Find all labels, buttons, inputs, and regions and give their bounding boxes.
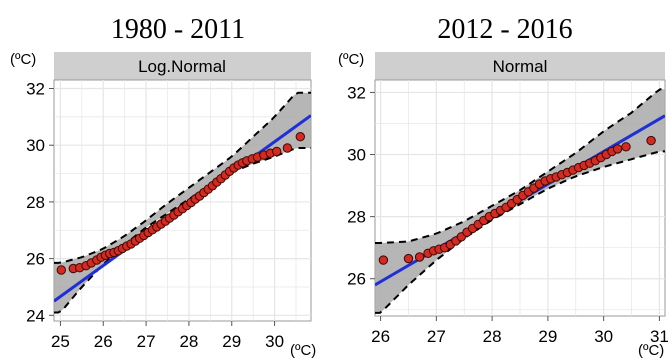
data-point bbox=[612, 144, 623, 154]
y-tick-label: 26 bbox=[26, 250, 45, 269]
x-tick-label: 27 bbox=[137, 332, 156, 351]
x-tick-label: 30 bbox=[594, 327, 613, 346]
panel-right-plot: 26 28 30 32 26 27 28 29 30 31 bbox=[347, 79, 669, 346]
x-tick-label: 30 bbox=[265, 332, 284, 351]
data-point bbox=[621, 142, 631, 152]
panel-right-y-unit: (ºC) bbox=[338, 51, 364, 68]
x-tick-label: 29 bbox=[538, 327, 557, 346]
x-tick-label: 27 bbox=[427, 327, 446, 346]
x-tick-label: 25 bbox=[51, 332, 70, 351]
x-tick-label: 31 bbox=[650, 327, 669, 346]
data-point bbox=[414, 252, 425, 262]
panel-left-facet-label: Log.Normal bbox=[138, 57, 226, 76]
panel-right-title: 2012 - 2016 bbox=[437, 14, 572, 45]
data-point bbox=[403, 253, 414, 264]
x-tick-label: 26 bbox=[94, 332, 113, 351]
confidence-upper-line bbox=[54, 91, 311, 264]
y-tick-label: 26 bbox=[347, 270, 366, 289]
y-tick-label: 32 bbox=[26, 80, 45, 99]
panel-right-facet-label: Normal bbox=[493, 57, 548, 76]
data-point bbox=[272, 146, 282, 157]
confidence-lower-line bbox=[375, 150, 665, 314]
y-tick-label: 32 bbox=[347, 83, 366, 102]
y-tick-label: 30 bbox=[26, 136, 45, 155]
panel-left-strip bbox=[54, 52, 311, 80]
confidence-upper-line bbox=[375, 88, 665, 244]
data-point bbox=[56, 265, 66, 275]
panel-right-x-unit: (ºC) bbox=[638, 342, 664, 359]
y-tick-label: 30 bbox=[347, 146, 366, 165]
panel-left-title: 1980 - 2011 bbox=[111, 14, 245, 45]
data-point bbox=[378, 255, 389, 265]
x-tick-label: 29 bbox=[222, 332, 241, 351]
data-point bbox=[646, 135, 656, 146]
y-tick-label: 24 bbox=[26, 306, 45, 325]
panel-left-plot: 24 26 28 30 32 25 26 27 28 29 30 bbox=[26, 79, 312, 351]
panel-left-x-unit: (ºC) bbox=[290, 342, 316, 359]
data-point bbox=[282, 143, 293, 153]
data-point bbox=[295, 132, 305, 142]
panel-left-y-unit: (ºC) bbox=[10, 51, 36, 68]
panel-right-strip bbox=[375, 52, 665, 80]
x-tick-label: 26 bbox=[371, 327, 390, 346]
y-tick-label: 28 bbox=[26, 193, 45, 212]
y-tick-label: 28 bbox=[347, 208, 366, 227]
x-tick-label: 28 bbox=[483, 327, 502, 346]
x-tick-label: 28 bbox=[179, 332, 198, 351]
